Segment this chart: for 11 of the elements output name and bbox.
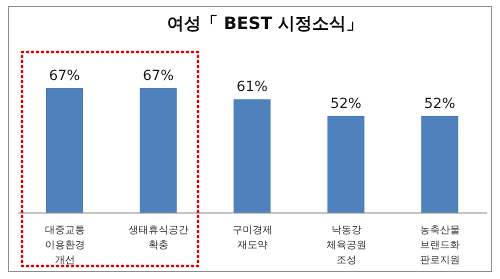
data-label: 67%: [142, 68, 174, 84]
data-label: 52%: [330, 96, 362, 112]
chart-title: 여성「 BEST 시정소식」: [166, 13, 364, 35]
x-tick-label: 구미경제 재도약: [232, 225, 272, 251]
x-tick-label: 생태휴식공간 확충: [128, 225, 189, 251]
data-label: 52%: [424, 96, 456, 112]
x-tick-label: 대중교통 이용환경 개선: [44, 225, 85, 266]
data-label: 61%: [236, 79, 268, 96]
x-tick-label: 농축산물 브랜드화 판로지원: [420, 225, 460, 266]
data-label: 67%: [48, 68, 80, 84]
x-tick-label: 낙동강 체육공원 조성: [326, 225, 366, 266]
